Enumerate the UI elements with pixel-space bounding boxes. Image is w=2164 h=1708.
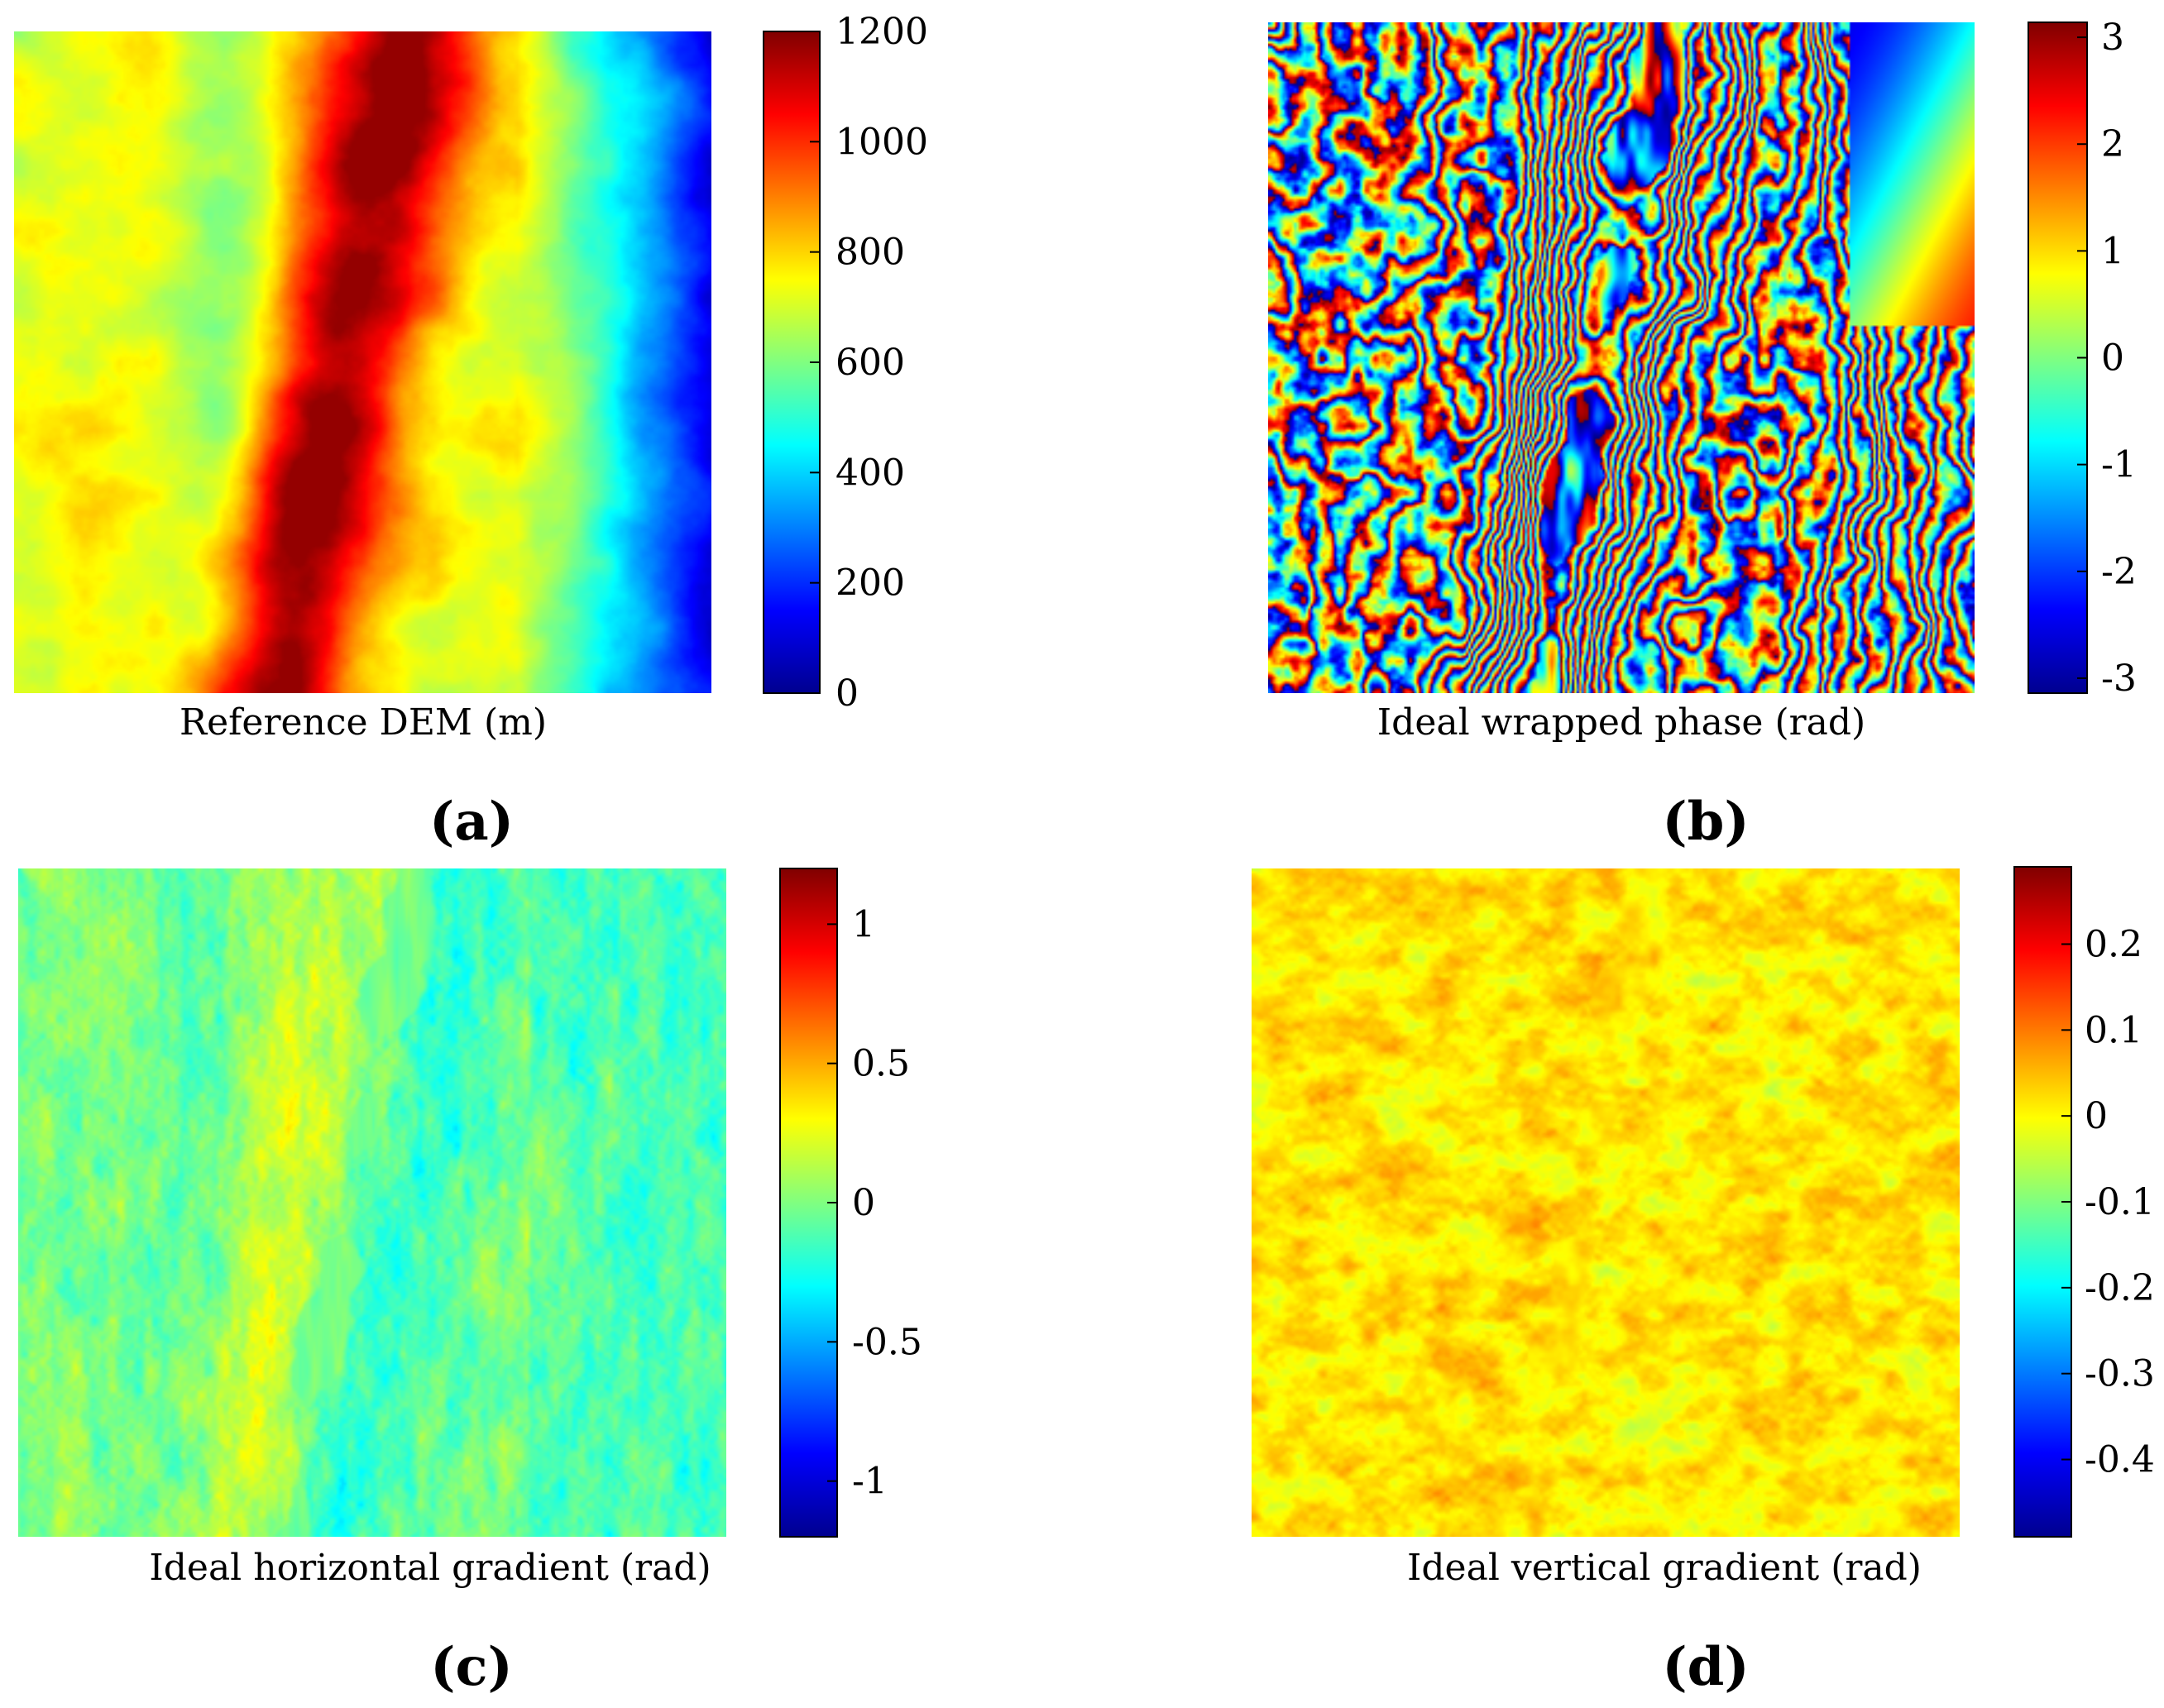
colorbar-tick-label: 3 xyxy=(2101,17,2124,59)
colorbar-d: -0.4 -0.3 -0.2 -0.1 0 0.1 0.2 xyxy=(2014,867,2155,1537)
colorbar-tick-label: -1 xyxy=(2101,444,2137,486)
heatmap-c xyxy=(18,868,726,1537)
colorbar-tick-label: -0.3 xyxy=(2085,1353,2155,1395)
colorbar-tick-label: -0.2 xyxy=(2085,1267,2155,1309)
colorbar-tick-label: 0.5 xyxy=(852,1043,910,1085)
colorbar-b: -3 -2 -1 0 1 2 3 xyxy=(2028,17,2137,700)
heatmap-b xyxy=(1268,22,1975,693)
colorbar-tick-label: 0 xyxy=(835,672,859,715)
colorbar-tick-label: 1000 xyxy=(835,121,928,163)
colorbar-tick-label: 1 xyxy=(2101,230,2124,272)
panel-label-c: (c) xyxy=(430,1636,513,1698)
colorbar-tick-label: 1 xyxy=(852,903,875,945)
caption-c: Ideal horizontal gradient (rad) xyxy=(149,1547,711,1589)
colorbar-tick-label: 0 xyxy=(852,1182,875,1224)
colorbar-tick-label: -0.5 xyxy=(852,1321,922,1363)
colorbar-tick-label: -1 xyxy=(852,1461,888,1503)
panel-d: -0.4 -0.3 -0.2 -0.1 0 0.1 0.2 Ideal vertical g… xyxy=(1252,867,2155,1698)
colorbar-tick-label: 0.2 xyxy=(2085,923,2142,965)
colorbar-tick-label: -0.4 xyxy=(2085,1439,2155,1481)
heatmap-image-d xyxy=(1252,868,1960,1537)
colorbar-tick-label: 400 xyxy=(835,452,905,494)
heatmap-image-c xyxy=(18,868,726,1537)
colorbar-tick-label: -0.1 xyxy=(2085,1181,2155,1223)
panel-label-b: (b) xyxy=(1662,791,1749,853)
heatmap-d xyxy=(1252,868,1960,1537)
caption-a: Reference DEM (m) xyxy=(180,701,547,744)
colorbar-tick-label: 0 xyxy=(2085,1095,2108,1137)
heatmap-a xyxy=(14,31,711,693)
heatmap-image-a xyxy=(14,31,711,693)
colorbar-tick-label: 800 xyxy=(835,232,905,274)
colorbar-tick-label: -3 xyxy=(2101,658,2137,700)
panel-label-a: (a) xyxy=(429,791,514,853)
colorbar-tick-label: 0 xyxy=(2101,337,2124,380)
figure: 020040060080010001200 Reference DEM (m) … xyxy=(0,0,2164,1708)
colorbar-tick-label: 1200 xyxy=(835,11,928,53)
colorbar-a: 0 200 400 600 800 1000 1200 xyxy=(764,11,928,715)
heatmap-image-b xyxy=(1268,22,1975,693)
caption-b: Ideal wrapped phase (rad) xyxy=(1377,701,1865,744)
colorbar-tick-label: 0.1 xyxy=(2085,1009,2142,1051)
panel-b: -3 -2 -1 0 1 2 3 Ideal wrapped phase (rad) (b) xyxy=(1268,17,2137,853)
panel-label-d: (d) xyxy=(1662,1636,1749,1698)
colorbar-tick-label: 600 xyxy=(835,342,905,384)
caption-d: Ideal vertical gradient (rad) xyxy=(1407,1547,1922,1589)
colorbar-tick-label: 2 xyxy=(2101,123,2124,165)
colorbar-tick-label: 200 xyxy=(835,562,905,605)
colorbar-c: -1 -0.5 0 0.5 1 xyxy=(780,868,922,1537)
colorbar-tick-label: -2 xyxy=(2101,551,2137,593)
panel-c: -1 -0.5 0 0.5 1 Ideal horizontal gradient (r… xyxy=(18,868,922,1698)
